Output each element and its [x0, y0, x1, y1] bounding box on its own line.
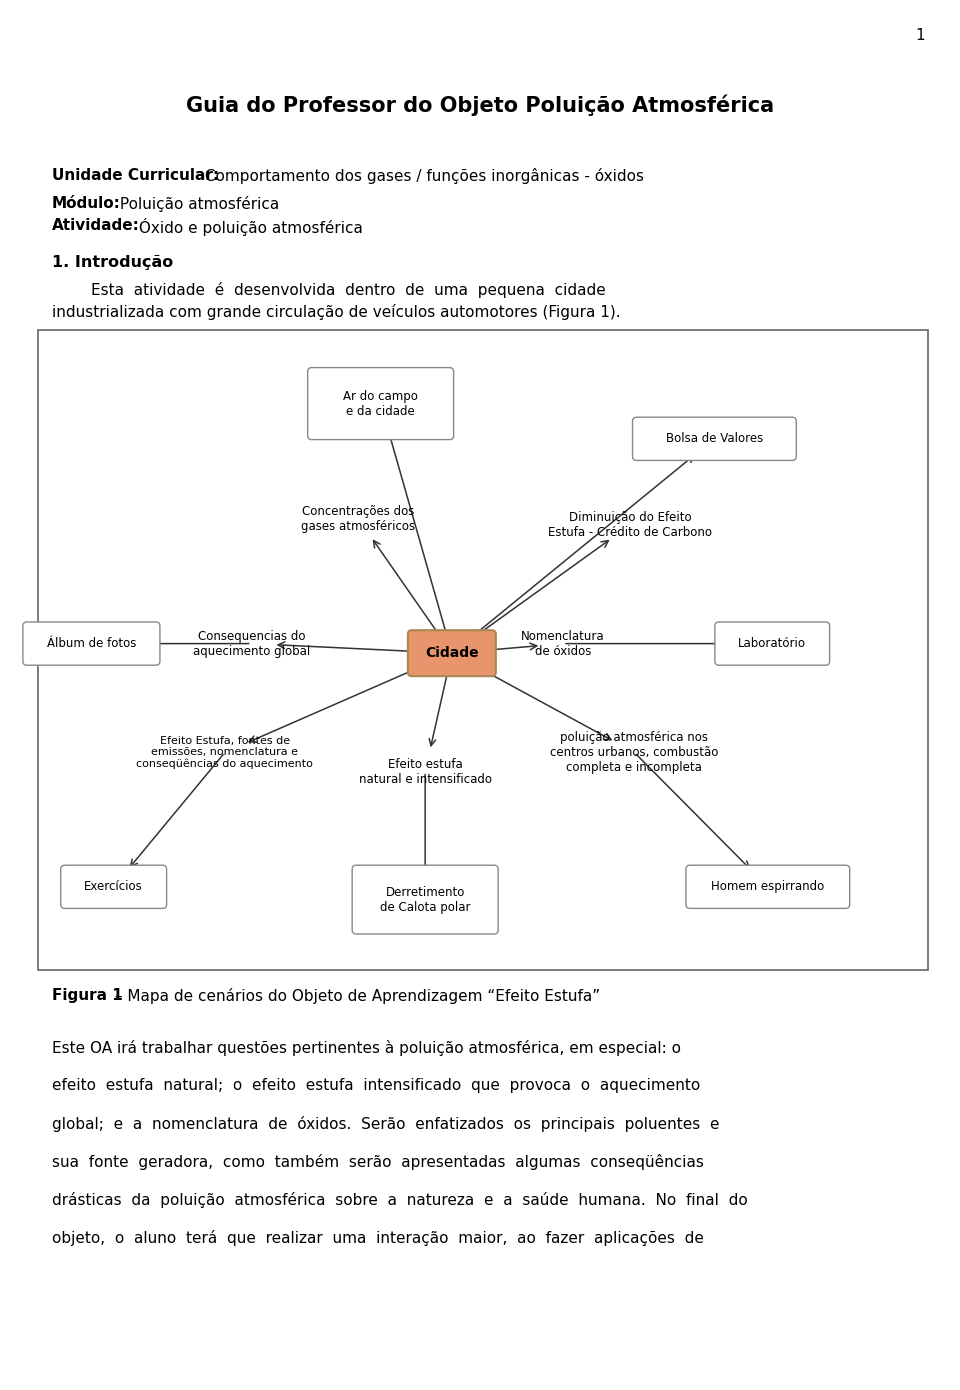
FancyBboxPatch shape: [60, 865, 167, 909]
Text: Álbum de fotos: Álbum de fotos: [47, 637, 136, 651]
Text: Laboratório: Laboratório: [738, 637, 806, 651]
Text: Atividade:: Atividade:: [52, 218, 140, 234]
Text: Exercícios: Exercícios: [84, 880, 143, 894]
Text: Bolsa de Valores: Bolsa de Valores: [666, 432, 763, 445]
Text: global;  e  a  nomenclatura  de  óxidos.  Serão  enfatizados  os  principais  po: global; e a nomenclatura de óxidos. Serã…: [52, 1116, 719, 1131]
Text: Figura 1: Figura 1: [52, 988, 123, 1004]
Text: 1: 1: [915, 28, 924, 43]
Text: efeito  estufa  natural;  o  efeito  estufa  intensificado  que  provoca  o  aqu: efeito estufa natural; o efeito estufa i…: [52, 1079, 700, 1093]
Text: Módulo:: Módulo:: [52, 196, 121, 211]
Text: Cidade: Cidade: [425, 646, 479, 660]
Bar: [38, 329, 928, 970]
Text: Guia do Professor do Objeto Poluição Atmosférica: Guia do Professor do Objeto Poluição Atm…: [186, 95, 774, 117]
FancyBboxPatch shape: [23, 621, 160, 666]
FancyBboxPatch shape: [352, 865, 498, 934]
Text: Nomenclatura
de óxidos: Nomenclatura de óxidos: [521, 630, 605, 657]
Text: Homem espirrando: Homem espirrando: [711, 880, 825, 894]
Text: Esta  atividade  é  desenvolvida  dentro  de  uma  pequena  cidade: Esta atividade é desenvolvida dentro de …: [52, 282, 606, 297]
Text: Concentrações dos
gases atmosféricos: Concentrações dos gases atmosféricos: [301, 505, 416, 532]
Text: – Mapa de cenários do Objeto de Aprendizagem “Efeito Estufa”: – Mapa de cenários do Objeto de Aprendiz…: [110, 988, 600, 1004]
Text: Comportamento dos gases / funções inorgânicas - óxidos: Comportamento dos gases / funções inorgâ…: [200, 168, 644, 183]
Text: Consequencias do
aquecimento global: Consequencias do aquecimento global: [193, 630, 310, 657]
Text: Unidade Curricular:: Unidade Curricular:: [52, 168, 219, 183]
Text: objeto,  o  aluno  terá  que  realizar  uma  interação  maior,  ao  fazer  aplic: objeto, o aluno terá que realizar uma in…: [52, 1230, 704, 1245]
FancyBboxPatch shape: [307, 367, 454, 439]
FancyBboxPatch shape: [686, 865, 850, 909]
Text: Efeito estufa
natural e intensificado: Efeito estufa natural e intensificado: [359, 758, 492, 785]
Text: drásticas  da  poluição  atmosférica  sobre  a  natureza  e  a  saúde  humana.  : drásticas da poluição atmosférica sobre …: [52, 1193, 748, 1208]
FancyBboxPatch shape: [633, 417, 796, 460]
Text: Diminuição do Efeito
Estufa - Crédito de Carbono: Diminuição do Efeito Estufa - Crédito de…: [548, 512, 712, 539]
Text: Óxido e poluição atmosférica: Óxido e poluição atmosférica: [134, 218, 363, 236]
Text: Este OA irá trabalhar questões pertinentes à poluição atmosférica, em especial: : Este OA irá trabalhar questões pertinent…: [52, 1040, 681, 1056]
FancyBboxPatch shape: [408, 630, 496, 676]
Text: industrializada com grande circulação de veículos automotores (Figura 1).: industrializada com grande circulação de…: [52, 304, 620, 320]
Text: sua  fonte  geradora,  como  também  serão  apresentadas  algumas  conseqüências: sua fonte geradora, como também serão ap…: [52, 1154, 704, 1170]
Text: Ar do campo
e da cidade: Ar do campo e da cidade: [344, 389, 419, 417]
Text: Poluição atmosférica: Poluição atmosférica: [115, 196, 279, 213]
Text: 1. Introdução: 1. Introdução: [52, 254, 173, 270]
FancyBboxPatch shape: [715, 621, 829, 666]
Text: poluição atmosférica nos
centros urbanos, combustão
completa e incompleta: poluição atmosférica nos centros urbanos…: [550, 731, 718, 774]
Text: Derretimento
de Calota polar: Derretimento de Calota polar: [380, 885, 470, 913]
Text: Efeito Estufa, fontes de
emissões, nomenclatura e
conseqüências do aquecimento: Efeito Estufa, fontes de emissões, nomen…: [136, 735, 313, 769]
